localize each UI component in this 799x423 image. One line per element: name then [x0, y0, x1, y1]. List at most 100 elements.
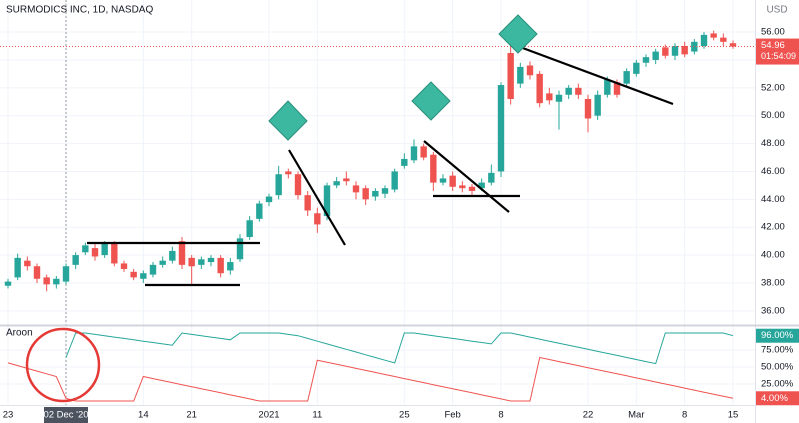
trendlines — [87, 45, 674, 287]
value-tag — [756, 391, 799, 406]
candle-body — [285, 171, 292, 175]
candle-body — [101, 243, 108, 256]
candle-body — [468, 186, 476, 191]
candle-body — [227, 262, 234, 271]
candle-body — [169, 250, 176, 261]
diamond — [498, 14, 538, 54]
candle-body — [362, 188, 369, 200]
candle-body — [604, 79, 611, 95]
candle-body — [343, 178, 350, 182]
y-tick-label: 52.00 — [761, 82, 785, 93]
y-tick-label: 38.00 — [761, 277, 785, 288]
value-tag-label: 96.00% — [761, 330, 794, 341]
candle-body — [72, 255, 79, 265]
overlays: 36.00 38.00 40.00 42.00 44.00 46.00 48.00 50.00… — [3, 27, 799, 423]
candle-body — [333, 181, 340, 186]
candle-body — [207, 257, 215, 263]
grid — [0, 0, 755, 405]
candle-body — [584, 98, 592, 119]
y-tick-label: 46.00 — [761, 166, 785, 177]
last-price-tag — [756, 38, 799, 65]
candle-body — [246, 220, 253, 237]
candle-body — [652, 51, 659, 60]
candle-body — [662, 47, 669, 56]
candle-body — [149, 264, 157, 275]
trendline — [519, 45, 674, 106]
candle-body — [497, 85, 505, 172]
candle-body — [401, 158, 408, 166]
candle-body — [352, 185, 360, 193]
candle-body — [507, 52, 514, 99]
y-tick-label: 75.00% — [761, 345, 794, 356]
candle-body — [700, 34, 708, 46]
candle-body — [633, 62, 640, 74]
candle-body — [623, 71, 630, 84]
candle-body — [323, 185, 331, 217]
candle-body — [53, 278, 60, 285]
candle-body — [91, 248, 99, 257]
candle-body — [275, 174, 282, 196]
candle-body — [430, 154, 437, 183]
x-tick-label: 21 — [186, 410, 197, 421]
diamonds — [268, 14, 538, 141]
x-tick-label: 15 — [728, 410, 739, 421]
candle-body — [575, 87, 582, 95]
x-tick-label: 23 — [3, 410, 14, 421]
y-tick-label: 56.00 — [761, 27, 785, 38]
candle-body — [217, 257, 224, 274]
candle-body — [439, 178, 447, 183]
x-tick-label: 8 — [498, 410, 503, 421]
indicator-title: Aroon — [6, 328, 33, 339]
crosshair-tag — [44, 407, 88, 423]
y-tick-label: 40.00 — [761, 250, 785, 261]
candle-body — [555, 94, 563, 102]
candle-body — [159, 260, 166, 265]
candle-body — [24, 260, 31, 267]
candle-body — [613, 82, 621, 95]
candle-body — [381, 188, 389, 194]
candle-body — [62, 266, 70, 282]
candle-body — [594, 94, 601, 116]
currency: USD — [766, 5, 787, 16]
candle-body — [33, 266, 41, 279]
y-tick-label: 50.00% — [761, 362, 794, 373]
marks — [0, 30, 755, 402]
y-tick-label: 50.00 — [761, 110, 785, 121]
candle-body — [536, 73, 543, 104]
candle-body — [691, 41, 698, 52]
chart-title: SURMODICS INC, 1D, NASDAQ — [6, 5, 153, 16]
candle-body — [265, 196, 273, 203]
candle-body — [111, 243, 118, 264]
candle-body — [140, 273, 147, 279]
candle-body — [256, 203, 263, 219]
candle-body — [188, 257, 195, 267]
x-tick-label: 25 — [399, 410, 410, 421]
candle-body — [449, 175, 456, 187]
y-tick-label: 36.00 — [761, 305, 785, 316]
candle-body — [642, 57, 650, 63]
candle-body — [120, 263, 128, 270]
candle-body — [314, 213, 321, 225]
x-tick-label: Mar — [628, 410, 644, 421]
y-tick-label: 48.00 — [761, 138, 785, 149]
candle-body — [488, 172, 495, 183]
y-tick-label: 44.00 — [761, 194, 785, 205]
candle-body — [710, 33, 717, 38]
candle-body — [43, 277, 50, 285]
x-tick-label: 11 — [312, 410, 322, 421]
countdown-label: 01:54:09 — [761, 51, 796, 61]
candle-body — [526, 65, 534, 76]
last-price-label: 54.96 — [761, 40, 785, 51]
candle-body — [198, 259, 205, 265]
candle-body — [720, 37, 727, 42]
candle-body — [304, 195, 311, 211]
y-tick-label: 42.00 — [761, 222, 785, 233]
candle-body — [565, 87, 572, 95]
candle-body — [459, 185, 466, 189]
aroon-line — [7, 356, 734, 402]
candle-body — [671, 46, 679, 56]
value-tag-label: 4.00% — [761, 393, 788, 404]
crosshair-label: 02 Dec '20 — [43, 410, 88, 421]
candle-body — [130, 271, 137, 278]
